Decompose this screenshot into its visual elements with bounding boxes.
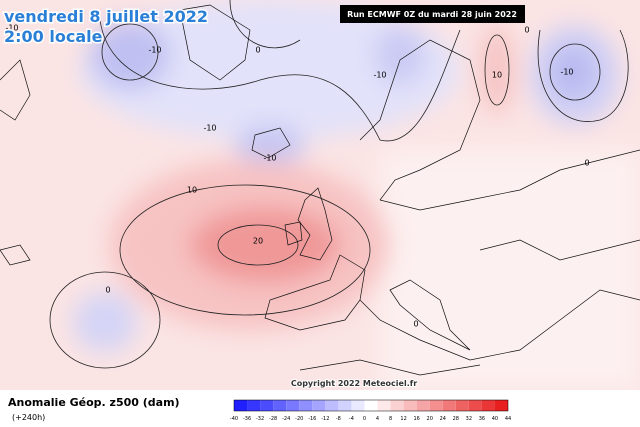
contours — [49, 0, 629, 369]
colorbar-cell — [247, 400, 261, 411]
colorbar-label: -16 — [308, 416, 316, 422]
colorbar-cell — [494, 400, 508, 411]
colorbar-cell — [325, 400, 339, 411]
colorbar-cell — [468, 400, 482, 411]
colorbar-cell — [390, 400, 404, 411]
copyright: Copyright 2022 Meteociel.fr — [291, 379, 417, 388]
contour-label: -10 — [263, 154, 276, 163]
anomaly-field — [73, 0, 640, 390]
contour-labels: -10 0 -10 -10 -10 10 -10 -10 10 20 0 0 0… — [5, 24, 589, 329]
colorbar-cell — [338, 400, 352, 411]
colorbar-label: -8 — [336, 416, 341, 422]
colorbar-cell — [260, 400, 274, 411]
colorbar-cell — [273, 400, 287, 411]
contour-label: 0 — [255, 46, 260, 55]
contour-label: 20 — [253, 237, 263, 246]
time-title: 2:00 locale — [4, 27, 103, 46]
colorbar-label: -36 — [243, 416, 251, 422]
colorbar-label: 28 — [453, 416, 459, 422]
contour-label: -10 — [560, 68, 573, 77]
colorbar-label: 12 — [400, 416, 406, 422]
colorbar-label: 40 — [492, 416, 498, 422]
colorbar-cell — [403, 400, 417, 411]
contour-label: 0 — [524, 26, 529, 35]
contour-label: -10 — [203, 124, 216, 133]
footer-title: Anomalie Géop. z500 (dam) — [8, 396, 180, 409]
map: -10 0 -10 -10 -10 10 -10 -10 10 20 0 0 0… — [0, 0, 640, 390]
colorbar-label: -24 — [282, 416, 290, 422]
colorbar-label: 24 — [440, 416, 446, 422]
colorbar-cell — [455, 400, 469, 411]
colorbar-label: 8 — [389, 416, 392, 422]
colorbar-cell — [377, 400, 391, 411]
colorbar-frame — [233, 399, 509, 412]
contour-label: 0 — [584, 159, 589, 168]
colorbar-cell — [364, 400, 378, 411]
colorbar-label: 32 — [466, 416, 472, 422]
colorbar-cell — [429, 400, 443, 411]
colorbar-cell — [234, 400, 248, 411]
colorbar-cell — [351, 400, 365, 411]
colorbar-label: -40 — [230, 416, 238, 422]
colorbar-cell — [416, 400, 430, 411]
colorbar-label: -32 — [256, 416, 264, 422]
contour-label: -10 — [5, 24, 18, 33]
colorbar: -40 -36 -32 -28 -24 -20 -16 -12 -8 -4 0 4 8 12 16 20 24 2… — [230, 399, 511, 422]
date-title: vendredi 8 juillet 2022 — [4, 7, 208, 26]
colorbar-cell — [299, 400, 313, 411]
contour-label: -10 — [148, 46, 161, 55]
contour-label: 10 — [187, 186, 197, 195]
colorbar-cell — [481, 400, 495, 411]
colorbar-cell — [286, 400, 300, 411]
run-box — [340, 5, 525, 23]
colorbar-label: 44 — [505, 416, 511, 422]
colorbar-label: 4 — [376, 416, 379, 422]
lead-time: (+240h) — [12, 413, 45, 422]
contour-label: 0 — [413, 320, 418, 329]
coastlines — [0, 4, 640, 376]
colorbar-label: 20 — [427, 416, 433, 422]
colorbar-label: -12 — [321, 416, 329, 422]
colorbar-label: 0 — [363, 416, 366, 422]
contour-label: -10 — [373, 71, 386, 80]
colorbar-cell — [442, 400, 456, 411]
colorbar-label: 36 — [479, 416, 485, 422]
colorbar-label: 16 — [413, 416, 419, 422]
colorbar-cell — [312, 400, 326, 411]
colorbar-label: -28 — [269, 416, 277, 422]
run-label: Run ECMWF 0Z du mardi 28 juin 2022 — [347, 10, 517, 19]
contour-label: 10 — [492, 71, 502, 80]
colorbar-label: -4 — [349, 416, 354, 422]
colorbar-label: -20 — [295, 416, 303, 422]
contour-label: 0 — [105, 286, 110, 295]
